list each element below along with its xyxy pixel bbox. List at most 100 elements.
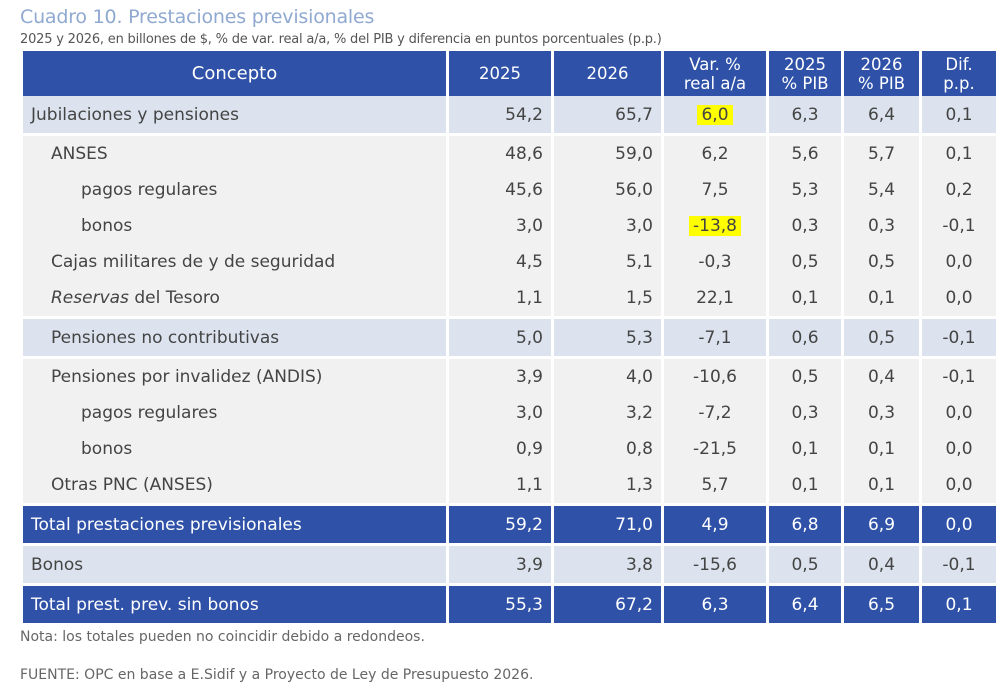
- value-cell: 0,1: [844, 280, 919, 316]
- concept-cell: pagos regulares: [23, 395, 446, 431]
- concept-label: ANSES: [51, 144, 108, 164]
- value-cell: 1,3: [554, 467, 661, 503]
- value: -0,1: [942, 327, 976, 348]
- value: 0,5: [791, 367, 819, 387]
- value-cell: 6,4: [844, 96, 919, 133]
- column-header-line: 2026: [860, 54, 903, 74]
- value: 0,4: [867, 367, 896, 387]
- concept-cell: bonos: [23, 208, 446, 244]
- value: 6,4: [867, 104, 896, 125]
- value-cell: 0,1: [844, 431, 919, 467]
- value-cell: 0,0: [922, 431, 996, 467]
- value-cell: 5,3: [554, 316, 661, 356]
- value-cell: 6,3: [769, 96, 841, 133]
- header-row: Concepto 2025 2026 Var. % real a/a 2025% PIB 2…: [23, 51, 996, 96]
- concept-label: Total prest. prev. sin bonos: [31, 594, 259, 615]
- concept-cell: Jubilaciones y pensiones: [23, 96, 446, 133]
- value: 0,1: [945, 104, 973, 125]
- column-header: 2026% PIB: [844, 51, 919, 96]
- value: 0,1: [867, 439, 896, 459]
- value: 45,6: [505, 180, 543, 200]
- value: 6,3: [701, 594, 729, 615]
- concept-cell: Otras PNC (ANSES): [23, 467, 446, 503]
- value: -7,2: [698, 403, 732, 423]
- value: -7,1: [698, 327, 732, 348]
- value-cell: 3,9: [449, 543, 551, 583]
- value: -0,1: [942, 367, 976, 387]
- concept-label: Bonos: [31, 554, 84, 575]
- concept-label: Jubilaciones y pensiones: [31, 104, 239, 125]
- value: 0,5: [867, 327, 896, 348]
- column-header: Var. % real a/a: [664, 51, 766, 96]
- value-cell: 0,9: [449, 431, 551, 467]
- table-row: Reservas del Tesoro 1,1 1,5 22,1 0,1 0,1 0,0: [23, 280, 996, 316]
- value-cell: 6,8: [769, 503, 841, 543]
- value: 0,1: [791, 288, 819, 308]
- value-cell: 5,6: [769, 133, 841, 172]
- value: 7,5: [701, 180, 729, 200]
- value-cell: 6,9: [844, 503, 919, 543]
- value-cell: 0,5: [844, 244, 919, 280]
- value: 5,7: [701, 475, 729, 495]
- value-cell: 0,1: [769, 467, 841, 503]
- value-cell: 0,1: [769, 280, 841, 316]
- concept-label: Total prestaciones previsionales: [31, 514, 302, 535]
- concept-cell: ANSES: [23, 133, 446, 172]
- value-cell: 0,1: [922, 96, 996, 133]
- value-cell: 5,4: [844, 172, 919, 208]
- table-row: Jubilaciones y pensiones 54,2 65,7 6,0 6,3 6,…: [23, 96, 996, 133]
- source-note: FUENTE: OPC en base a E.Sidif y a Proyec…: [20, 667, 534, 683]
- value-cell: 59,2: [449, 503, 551, 543]
- value-cell: 71,0: [554, 503, 661, 543]
- value: 0,5: [867, 252, 896, 272]
- value-cell: 3,0: [449, 208, 551, 244]
- value: 3,0: [625, 216, 653, 236]
- value: 1,1: [515, 475, 543, 495]
- value-cell: 1,1: [449, 280, 551, 316]
- value: -0,3: [698, 252, 732, 272]
- column-header-line: Dif.: [945, 54, 973, 74]
- table-row: Cajas militares de y de seguridad 4,5 5,1 -…: [23, 244, 996, 280]
- value-cell: 3,8: [554, 543, 661, 583]
- value: 3,0: [515, 403, 543, 423]
- value-cell: 3,0: [554, 208, 661, 244]
- column-header-line: % PIB: [781, 73, 829, 93]
- column-header-line: Concepto: [191, 63, 278, 84]
- value-cell: 0,4: [844, 356, 919, 395]
- table-title: Cuadro 10. Prestaciones previsionales: [20, 6, 375, 28]
- concept-cell: Total prest. prev. sin bonos: [23, 583, 446, 623]
- table-row: Pensiones no contributivas 5,0 5,3 -7,1 0,6 0…: [23, 316, 996, 356]
- value: 5,3: [625, 327, 653, 348]
- column-header-line: 2025: [784, 54, 826, 74]
- concept-label: del Tesoro: [128, 288, 220, 308]
- value-cell: 4,9: [664, 503, 766, 543]
- concept-cell: Total prestaciones previsionales: [23, 503, 446, 543]
- column-header: Dif. p.p.: [922, 51, 996, 96]
- value-cell: 6,2: [664, 133, 766, 172]
- value-cell: 0,4: [844, 543, 919, 583]
- value-cell: -21,5: [664, 431, 766, 467]
- value: 5,7: [867, 144, 896, 164]
- concept-cell: Bonos: [23, 543, 446, 583]
- value-cell: 0,1: [922, 133, 996, 172]
- value: 1,5: [625, 288, 653, 308]
- value: 0,1: [791, 439, 819, 459]
- value-cell: 65,7: [554, 96, 661, 133]
- value: 5,3: [791, 180, 819, 200]
- table-subtitle: 2025 y 2026, en billones de $, % de var.…: [20, 32, 662, 47]
- value: 6,3: [791, 104, 819, 125]
- column-header-line: real a/a: [683, 73, 747, 93]
- value: 3,9: [515, 367, 543, 387]
- value-cell: 3,0: [449, 395, 551, 431]
- concept-label: Pensiones no contributivas: [51, 327, 280, 348]
- value: 5,4: [867, 180, 896, 200]
- value: 0,3: [867, 403, 896, 423]
- footnote: Nota: los totales pueden no coincidir de…: [20, 629, 425, 645]
- value: 1,3: [625, 475, 653, 495]
- value: 3,0: [515, 216, 543, 236]
- value-cell: 0,5: [769, 244, 841, 280]
- value-cell: 5,7: [664, 467, 766, 503]
- column-header: Concepto: [23, 51, 446, 96]
- value: 56,0: [615, 180, 653, 200]
- value: 4,0: [625, 367, 653, 387]
